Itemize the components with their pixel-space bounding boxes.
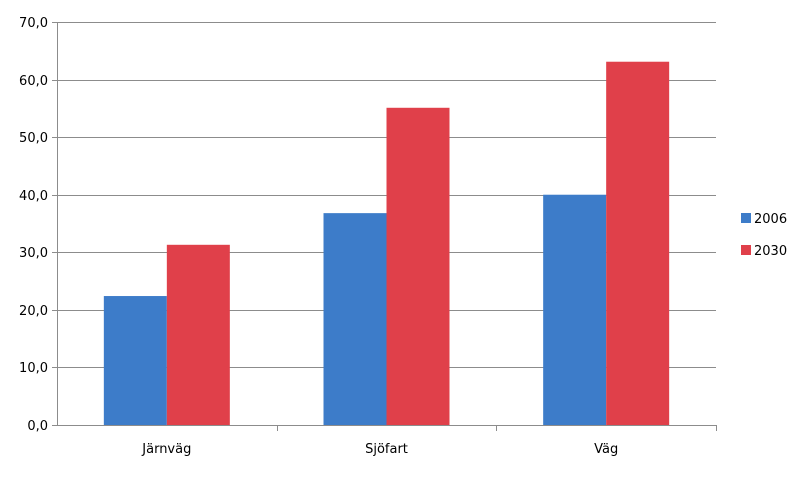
bar-2006-sjöfart [323, 213, 387, 425]
legend-label: 2030 [754, 244, 787, 259]
x-tick-label: Sjöfart [365, 442, 408, 457]
axes [52, 22, 717, 431]
bar-2030-sjöfart [386, 107, 450, 425]
axis-labels: 0,0 10,0 20,0 30,0 40,0 50,0 60,0 70,0 Järnväg Sj… [19, 16, 618, 457]
legend-swatch-2006 [741, 213, 751, 223]
legend-swatch-2030 [741, 245, 751, 255]
x-tick-label: Väg [594, 442, 618, 457]
bar-2030-järnväg [166, 244, 230, 425]
legend-label: 2006 [754, 212, 787, 227]
y-tick-label: 50,0 [19, 131, 48, 146]
bar-2006-väg [543, 194, 607, 425]
x-tick-label: Järnväg [141, 442, 191, 457]
bar-2030-väg [606, 61, 670, 426]
bars [103, 61, 670, 426]
bar-2006-järnväg [103, 296, 167, 425]
y-tick-label: 60,0 [19, 74, 48, 89]
y-tick-label: 30,0 [19, 246, 48, 261]
y-tick-label: 10,0 [19, 361, 48, 376]
y-tick-label: 0,0 [27, 419, 48, 434]
y-tick-label: 20,0 [19, 304, 48, 319]
legend: 2006 2030 [741, 212, 787, 259]
y-tick-label: 70,0 [19, 16, 48, 31]
y-tick-label: 40,0 [19, 189, 48, 204]
